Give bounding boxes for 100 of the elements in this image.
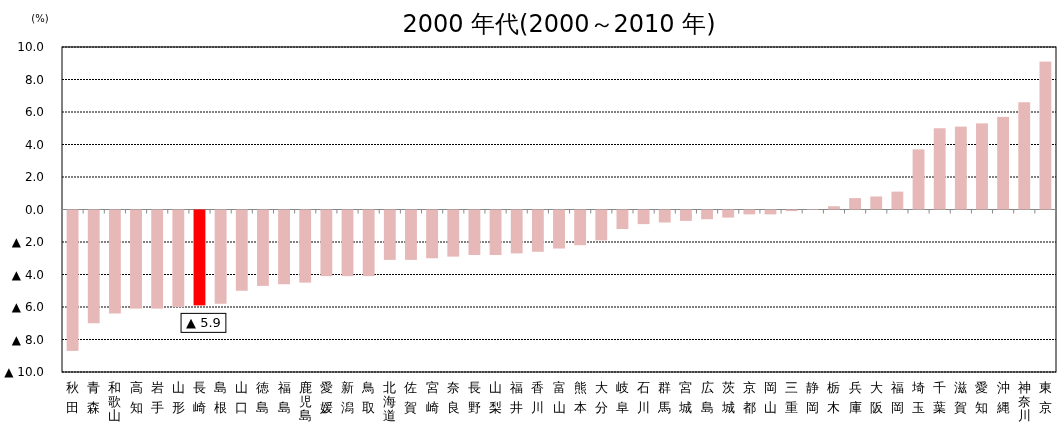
x-tick-label: 佐賀	[404, 380, 418, 415]
bar	[933, 128, 946, 210]
bar	[997, 116, 1010, 210]
x-tick-label: 栃木	[827, 380, 841, 415]
x-tick-label: 福島	[277, 380, 291, 415]
bar	[193, 209, 206, 306]
bar	[320, 209, 333, 277]
x-tick-label: 埼玉	[911, 380, 926, 415]
bar	[891, 191, 904, 210]
bar	[468, 209, 481, 255]
x-tick-label: 福井	[510, 380, 524, 415]
x-tick-label: 鹿児島	[298, 380, 312, 423]
x-tick-label: 静岡	[806, 380, 820, 415]
x-tick-label: 鳥取	[361, 380, 376, 415]
y-tick-label: 10.0	[17, 40, 44, 54]
y-tick-label: 2.0	[24, 170, 44, 184]
x-tick-label: 和歌山	[108, 380, 122, 423]
bar	[278, 209, 290, 285]
chart-title: 2000 年代(2000～2010 年)	[402, 10, 716, 38]
bar	[595, 209, 608, 241]
x-tick-label: 広島	[700, 380, 714, 415]
x-tick-label: 長崎	[192, 380, 206, 415]
y-tick-label: ▲ 4.0	[11, 267, 44, 282]
bar	[214, 209, 227, 304]
bar	[616, 209, 629, 229]
bar	[108, 209, 121, 314]
x-tick-label: 山形	[171, 380, 185, 415]
bar	[235, 209, 248, 291]
bar	[299, 209, 312, 283]
x-tick-label: 奈良	[446, 380, 460, 415]
x-tick-label: 千葉	[933, 380, 947, 415]
bar	[658, 209, 671, 223]
x-tick-label: 長野	[467, 380, 481, 415]
bar	[912, 149, 925, 210]
bar	[151, 209, 164, 309]
x-tick-label: 愛媛	[319, 380, 333, 415]
x-tick-label: 大阪	[869, 380, 883, 415]
x-tick-label: 滋賀	[954, 380, 968, 415]
x-tick-label: 三重	[785, 380, 799, 415]
y-tick-label: 6.0	[24, 105, 44, 119]
x-tick-label: 富山	[552, 380, 566, 415]
y-tick-label: ▲ 8.0	[11, 332, 44, 347]
x-tick-label: 愛知	[975, 380, 989, 415]
x-tick-label: 岡山	[763, 380, 777, 415]
x-tick-label: 東京	[1038, 380, 1052, 415]
y-tick-label: ▲ 10.0	[4, 365, 44, 379]
bar	[1039, 61, 1052, 210]
x-tick-label: 香川	[531, 380, 545, 415]
y-tick-label: ▲ 2.0	[11, 235, 44, 249]
bar	[531, 209, 544, 252]
x-tick-label: 青森	[87, 380, 101, 415]
x-tick-label: 山口	[235, 380, 249, 415]
y-tick-label: 4.0	[24, 137, 44, 152]
bar	[447, 209, 460, 257]
y-tick-label: ▲ 6.0	[11, 300, 44, 314]
y-tick-label: 0.0	[24, 202, 44, 217]
bar	[637, 209, 650, 225]
bar	[405, 209, 417, 260]
y-axis-title: (%)	[31, 13, 49, 24]
x-tick-label: 兵庫	[848, 380, 862, 415]
bar	[362, 209, 375, 277]
x-tick-label: 神奈川	[1017, 380, 1031, 423]
bar	[553, 209, 565, 249]
x-tick-label: 徳島	[256, 380, 270, 415]
bar	[130, 209, 142, 309]
x-tick-label: 大分	[594, 380, 608, 415]
bar	[679, 209, 692, 221]
bar	[87, 209, 100, 324]
x-tick-label: 山梨	[489, 380, 503, 415]
x-tick-label: 熊本	[573, 380, 587, 415]
x-tick-label: 秋田	[66, 380, 80, 415]
bar	[849, 198, 862, 210]
x-tick-label: 石川	[637, 380, 651, 415]
x-tick-label: 宮崎	[425, 380, 439, 415]
bar	[701, 209, 713, 220]
y-tick-label: 8.0	[24, 72, 44, 87]
x-tick-label: 北海道	[383, 380, 397, 423]
annotation: ▲ 5.9	[186, 315, 221, 331]
x-tick-label: 京都	[742, 380, 756, 415]
x-tick-label: 宮城	[678, 380, 693, 415]
x-tick-label: 群馬	[657, 380, 672, 415]
bar	[828, 206, 840, 210]
x-tick-label: 沖縄	[995, 380, 1010, 415]
x-tick-label: 福岡	[890, 380, 904, 415]
bar	[574, 209, 587, 246]
x-tick-label: 岐阜	[615, 380, 629, 415]
x-tick-label: 岩手	[150, 380, 164, 415]
bar	[383, 209, 396, 260]
bar	[976, 123, 988, 210]
bar	[510, 209, 523, 254]
x-tick-label: 茨城	[720, 380, 735, 415]
bar	[426, 209, 439, 259]
bar	[1018, 102, 1031, 210]
bar	[870, 196, 883, 210]
bar	[722, 209, 735, 218]
x-tick-label: 島根	[214, 380, 228, 415]
x-tick-label: 新潟	[341, 380, 355, 415]
bar	[172, 209, 185, 307]
bar	[256, 209, 269, 286]
bar	[66, 209, 79, 351]
